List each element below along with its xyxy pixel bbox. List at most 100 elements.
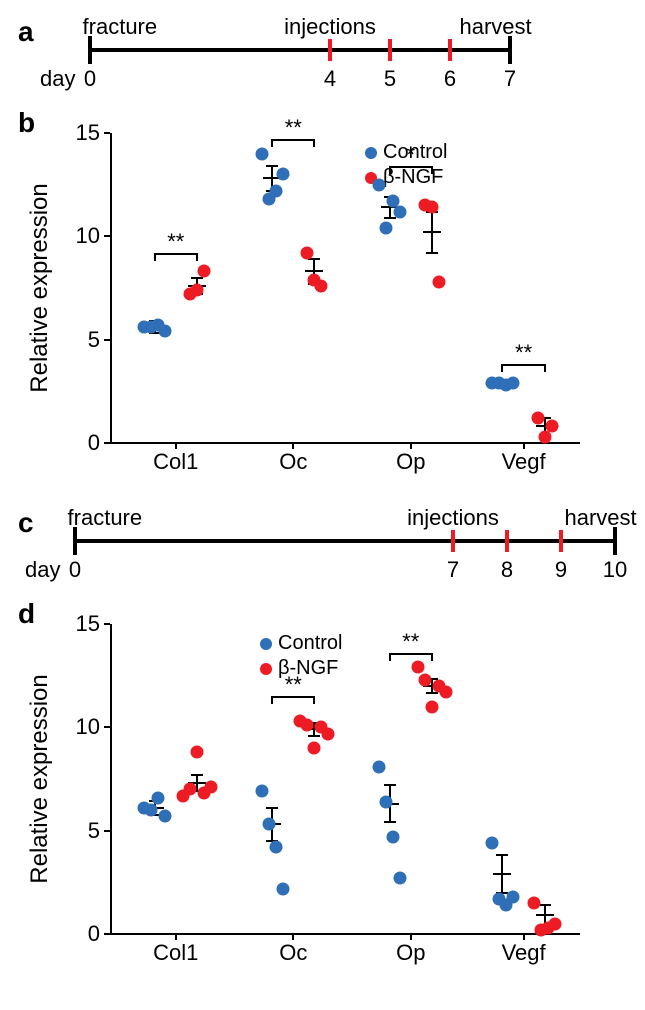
x-tick-label: Col1 xyxy=(153,443,198,475)
chart-b-y-title: Relative expression xyxy=(26,183,54,392)
timeline-tick-label-top: injections xyxy=(284,14,376,40)
control-dot xyxy=(394,872,407,885)
y-tick-label: 0 xyxy=(88,921,110,947)
ngf-dot xyxy=(531,412,544,425)
ngf-dot xyxy=(190,746,203,759)
x-tick-label: Oc xyxy=(279,934,307,966)
ngf-dot xyxy=(190,284,203,297)
ngf-dot xyxy=(411,661,424,674)
timeline-tick xyxy=(508,36,512,64)
legend-row-control: Control xyxy=(260,632,342,655)
timeline-tick xyxy=(451,530,455,552)
sig-bracket-vline xyxy=(389,653,391,661)
y-tick-label: 0 xyxy=(88,430,110,456)
timeline-tick xyxy=(73,527,77,555)
control-dot xyxy=(380,795,393,808)
sig-label: ** xyxy=(402,629,419,655)
chart-b: Relative expression 051015Col1OcOpVegfCo… xyxy=(110,133,580,443)
control-dot xyxy=(394,205,407,218)
panel-b-label: b xyxy=(18,107,35,139)
error-bar-cap xyxy=(266,807,278,809)
chart-d-y-title: Relative expression xyxy=(26,674,54,883)
y-tick-label: 5 xyxy=(88,818,110,844)
sig-bracket-vline xyxy=(431,653,433,661)
ngf-dot xyxy=(204,781,217,794)
y-tick-label: 10 xyxy=(76,223,110,249)
sig-label: * xyxy=(407,142,416,168)
ngf-dot xyxy=(315,279,328,292)
x-tick-label: Vegf xyxy=(502,443,546,475)
timeline-tick xyxy=(505,530,509,552)
sig-bracket-vline xyxy=(431,166,433,174)
timeline-tick-label-bottom: 9 xyxy=(555,557,567,583)
mean-marker xyxy=(536,914,554,916)
ngf-dot xyxy=(308,742,321,755)
timeline-tick xyxy=(328,39,332,61)
control-dot xyxy=(262,818,275,831)
y-tick-label: 5 xyxy=(88,327,110,353)
panel-d-label: d xyxy=(18,598,35,630)
control-dot xyxy=(159,810,172,823)
y-tick-label: 10 xyxy=(76,714,110,740)
legend-label-control: Control xyxy=(278,632,342,655)
ngf-dot xyxy=(432,275,445,288)
error-bar-cap xyxy=(266,165,278,167)
control-dot xyxy=(145,804,158,817)
timeline-tick-label-bottom: 7 xyxy=(504,66,516,92)
timeline-tick-label-top: injections xyxy=(407,505,499,531)
sig-label: ** xyxy=(515,340,532,366)
x-tick-label: Oc xyxy=(279,443,307,475)
figure-root: a day 0 fracture 4 injections 5 6 7 harvest b Re… xyxy=(0,0,645,1010)
sig-bracket-vline xyxy=(313,139,315,147)
control-dot xyxy=(485,837,498,850)
sig-bracket-vline xyxy=(271,696,273,704)
sig-bracket-vline xyxy=(196,253,198,261)
sig-bracket-vline xyxy=(313,696,315,704)
sig-bracket-vline xyxy=(154,253,156,261)
timeline-tick-label-top: harvest xyxy=(564,505,636,531)
timeline-tick xyxy=(613,527,617,555)
timeline-tick-label-bottom: 0 xyxy=(69,557,81,583)
control-dot xyxy=(255,147,268,160)
sig-label: ** xyxy=(285,672,302,698)
error-bar-cap xyxy=(496,854,508,856)
ngf-dot xyxy=(528,897,541,910)
y-axis xyxy=(110,624,112,934)
y-axis xyxy=(110,133,112,443)
control-dot xyxy=(373,178,386,191)
sig-label: ** xyxy=(285,115,302,141)
mean-marker xyxy=(493,873,511,875)
x-tick-label: Vegf xyxy=(502,934,546,966)
ngf-dot xyxy=(425,700,438,713)
ngf-dot xyxy=(549,917,562,930)
timeline-tick-label-bottom: 6 xyxy=(444,66,456,92)
control-dot xyxy=(276,882,289,895)
sig-label: ** xyxy=(167,229,184,255)
control-dot xyxy=(276,168,289,181)
timeline-tick-label-top: fracture xyxy=(83,14,158,40)
timeline-tick-label-bottom: 8 xyxy=(501,557,513,583)
x-tick-label: Col1 xyxy=(153,934,198,966)
y-tick-label: 15 xyxy=(76,611,110,637)
timeline-tick xyxy=(448,39,452,61)
control-dot xyxy=(387,830,400,843)
timeline-bar xyxy=(90,48,510,52)
timeline-day-label: day xyxy=(40,66,75,92)
x-tick-label: Op xyxy=(396,443,425,475)
control-dot xyxy=(506,377,519,390)
x-tick-label: Op xyxy=(396,934,425,966)
panel-a-label: a xyxy=(18,16,34,48)
control-dot xyxy=(506,890,519,903)
sig-bracket-vline xyxy=(389,166,391,174)
timeline-tick-label-bottom: 4 xyxy=(324,66,336,92)
ngf-dot xyxy=(301,719,314,732)
error-bar-cap xyxy=(384,784,396,786)
error-bar-cap xyxy=(384,217,396,219)
timeline-tick-label-bottom: 7 xyxy=(447,557,459,583)
control-dot xyxy=(373,760,386,773)
panel-b: b Relative expression 051015Col1OcOpVegf… xyxy=(10,113,635,493)
ngf-dot xyxy=(439,686,452,699)
error-bar-cap xyxy=(384,821,396,823)
timeline-tick xyxy=(88,36,92,64)
ngf-dot xyxy=(418,673,431,686)
